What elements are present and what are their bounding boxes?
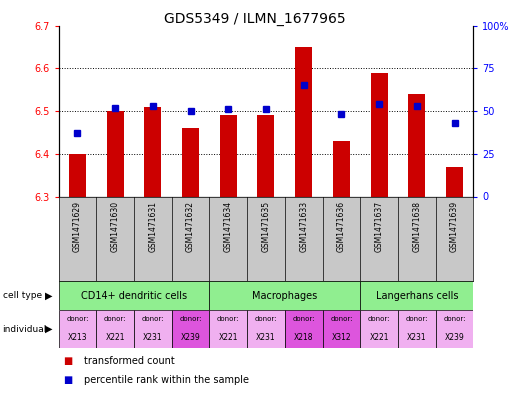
Bar [172, 310, 209, 348]
Text: donor:: donor: [254, 316, 277, 322]
Text: ■: ■ [64, 375, 73, 385]
Text: GSM1471633: GSM1471633 [299, 201, 308, 252]
Text: Macrophages: Macrophages [252, 291, 318, 301]
Text: donor:: donor: [330, 316, 353, 322]
Bar [360, 281, 473, 310]
Bar [106, 111, 124, 196]
Bar [258, 115, 274, 196]
Text: GSM1471637: GSM1471637 [375, 201, 384, 252]
Text: donor:: donor: [443, 316, 466, 322]
Bar [220, 115, 237, 196]
Bar [59, 310, 96, 348]
Bar [59, 281, 209, 310]
Text: donor:: donor: [292, 316, 315, 322]
Text: percentile rank within the sample: percentile rank within the sample [84, 375, 249, 385]
Text: X221: X221 [105, 333, 125, 342]
Text: donor:: donor: [66, 316, 89, 322]
Text: donor:: donor: [368, 316, 390, 322]
Text: GSM1471639: GSM1471639 [450, 201, 459, 252]
Text: CD14+ dendritic cells: CD14+ dendritic cells [81, 291, 187, 301]
Text: X239: X239 [181, 333, 201, 342]
Bar [436, 310, 473, 348]
Bar [408, 94, 426, 196]
Bar [247, 310, 285, 348]
Text: GSM1471638: GSM1471638 [412, 201, 421, 252]
Text: X231: X231 [407, 333, 427, 342]
Text: Langerhans cells: Langerhans cells [376, 291, 458, 301]
Bar [96, 310, 134, 348]
Bar [69, 154, 86, 196]
Text: donor:: donor: [142, 316, 164, 322]
Bar [333, 141, 350, 196]
Bar [398, 310, 436, 348]
Text: GDS5349 / ILMN_1677965: GDS5349 / ILMN_1677965 [164, 12, 345, 26]
Bar [134, 310, 172, 348]
Text: donor:: donor: [217, 316, 240, 322]
Bar [323, 310, 360, 348]
Text: X231: X231 [256, 333, 276, 342]
Bar [209, 310, 247, 348]
Text: GSM1471636: GSM1471636 [337, 201, 346, 252]
Text: transformed count: transformed count [84, 356, 175, 365]
Text: X221: X221 [370, 333, 389, 342]
Text: donor:: donor: [104, 316, 126, 322]
Text: cell type: cell type [3, 291, 42, 300]
Bar [145, 107, 161, 196]
Text: X213: X213 [68, 333, 87, 342]
Bar [446, 167, 463, 196]
Text: X221: X221 [218, 333, 238, 342]
Text: X231: X231 [143, 333, 163, 342]
Bar [371, 73, 387, 196]
Text: donor:: donor: [179, 316, 202, 322]
Bar [209, 281, 360, 310]
Bar [182, 128, 199, 196]
Text: GSM1471630: GSM1471630 [110, 201, 120, 252]
Bar [285, 310, 323, 348]
Text: GSM1471631: GSM1471631 [148, 201, 157, 252]
Text: GSM1471635: GSM1471635 [262, 201, 270, 252]
Text: GSM1471629: GSM1471629 [73, 201, 82, 252]
Bar [295, 47, 312, 196]
Text: ■: ■ [64, 356, 73, 365]
Bar [360, 310, 398, 348]
Text: individual: individual [3, 325, 47, 334]
Text: ▶: ▶ [45, 291, 52, 301]
Text: ▶: ▶ [45, 324, 52, 334]
Text: GSM1471632: GSM1471632 [186, 201, 195, 252]
Text: GSM1471634: GSM1471634 [224, 201, 233, 252]
Text: X239: X239 [445, 333, 464, 342]
Text: donor:: donor: [406, 316, 428, 322]
Text: X218: X218 [294, 333, 314, 342]
Text: X312: X312 [331, 333, 351, 342]
